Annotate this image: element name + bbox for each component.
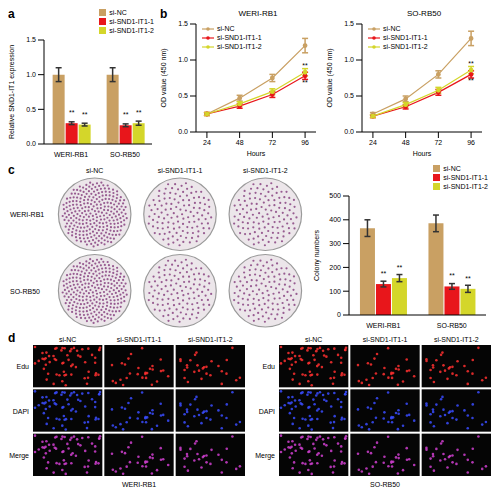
svg-text:**: **: [69, 109, 75, 116]
svg-text:**: **: [468, 60, 474, 67]
html-text:si-NC: si-NC: [109, 9, 127, 16]
svg-text:Edu: Edu: [17, 363, 30, 370]
svg-text:0.5: 0.5: [26, 106, 36, 113]
html-text:si-NC: si-NC: [443, 165, 461, 172]
svg-text:si-SND1-IT1-1: si-SND1-IT1-1: [363, 336, 408, 343]
svg-text:si-NC: si-NC: [59, 336, 77, 343]
html-text:SO-RB50: SO-RB50: [406, 9, 442, 18]
html-text:WERI-RB1: WERI-RB1: [238, 9, 278, 18]
svg-text:SO-RB50: SO-RB50: [10, 288, 40, 295]
svg-text:**: **: [381, 270, 387, 277]
svg-text:24: 24: [203, 139, 211, 146]
svg-text:200: 200: [329, 264, 341, 271]
svg-text:**: **: [302, 62, 308, 69]
svg-text:Merge: Merge: [255, 452, 275, 460]
svg-text:WERI-RB1: WERI-RB1: [54, 151, 88, 158]
html-text:si-SND1-IT1-1: si-SND1-IT1-1: [217, 34, 262, 41]
svg-text:Colony numbers: Colony numbers: [313, 230, 321, 281]
svg-text:si-NC: si-NC: [86, 167, 104, 174]
svg-text:WERI-RB1: WERI-RB1: [122, 481, 156, 488]
svg-text:96: 96: [467, 139, 475, 146]
svg-text:48: 48: [402, 139, 410, 146]
svg-text:1.5: 1.5: [344, 20, 354, 27]
svg-text:72: 72: [268, 139, 276, 146]
html-text:c: c: [8, 163, 15, 177]
svg-text:si-SND1-IT1-1: si-SND1-IT1-1: [117, 336, 162, 343]
svg-text:300: 300: [329, 240, 341, 247]
svg-text:si-SND1-IT1-2: si-SND1-IT1-2: [243, 167, 288, 174]
svg-text:si-SND1-IT1-2: si-SND1-IT1-2: [188, 336, 233, 343]
svg-text:1.0: 1.0: [178, 56, 188, 63]
html-text:si-SND1-IT1-2: si-SND1-IT1-2: [217, 43, 262, 50]
svg-text:48: 48: [236, 139, 244, 146]
svg-text:**: **: [302, 79, 308, 86]
svg-text:**: **: [449, 272, 455, 279]
svg-text:DAPI: DAPI: [259, 408, 275, 415]
svg-text:500: 500: [329, 192, 341, 199]
svg-text:DAPI: DAPI: [13, 408, 29, 415]
svg-text:0.0: 0.0: [344, 128, 354, 135]
svg-text:Hours: Hours: [247, 150, 266, 157]
svg-text:**: **: [123, 111, 129, 118]
svg-text:100: 100: [329, 288, 341, 295]
svg-text:WERI-RB1: WERI-RB1: [366, 322, 400, 329]
svg-text:**: **: [82, 111, 88, 118]
html-text:si-SND1-IT1-1: si-SND1-IT1-1: [109, 18, 154, 25]
svg-text:OD value (450 nm): OD value (450 nm): [326, 48, 334, 107]
svg-text:400: 400: [329, 216, 341, 223]
html-text:b: b: [160, 7, 168, 21]
html-text:si-SND1-IT1-2: si-SND1-IT1-2: [109, 27, 154, 34]
svg-text:Relative SND1-IT1 expression: Relative SND1-IT1 expression: [8, 45, 16, 139]
svg-text:0.0: 0.0: [26, 140, 36, 147]
svg-text:0.5: 0.5: [178, 92, 188, 99]
svg-text:si-SND1-IT1-1: si-SND1-IT1-1: [158, 167, 203, 174]
svg-text:72: 72: [434, 139, 442, 146]
html-text:si-NC: si-NC: [217, 25, 235, 32]
svg-text:SO-RB50: SO-RB50: [110, 151, 140, 158]
svg-text:Hours: Hours: [413, 150, 432, 157]
svg-text:0.0: 0.0: [178, 128, 188, 135]
svg-text:0.5: 0.5: [344, 92, 354, 99]
svg-text:Edu: Edu: [263, 363, 276, 370]
svg-text:24: 24: [369, 139, 377, 146]
svg-text:si-SND1-IT1-2: si-SND1-IT1-2: [434, 336, 479, 343]
html-text:si-SND1-IT1-1: si-SND1-IT1-1: [383, 34, 428, 41]
svg-text:si-NC: si-NC: [305, 336, 323, 343]
html-text:a: a: [8, 7, 15, 21]
svg-text:**: **: [136, 109, 142, 116]
svg-text:OD value (450 nm): OD value (450 nm): [160, 48, 168, 107]
html-text:si-NC: si-NC: [383, 25, 401, 32]
svg-text:1.5: 1.5: [178, 20, 188, 27]
svg-text:**: **: [397, 264, 403, 271]
svg-text:Merge: Merge: [9, 452, 29, 460]
svg-text:**: **: [465, 275, 471, 282]
html-text:si-SND1-IT1-2: si-SND1-IT1-2: [383, 43, 428, 50]
svg-text:96: 96: [301, 139, 309, 146]
svg-text:SO-RB50: SO-RB50: [437, 322, 467, 329]
html-text:d: d: [8, 331, 16, 345]
html-text:si-SND1-IT1-1: si-SND1-IT1-1: [443, 174, 488, 181]
svg-text:WERI-RB1: WERI-RB1: [10, 211, 44, 218]
svg-text:1.0: 1.0: [344, 56, 354, 63]
html-text:si-SND1-IT1-2: si-SND1-IT1-2: [443, 183, 488, 190]
svg-text:0: 0: [337, 311, 341, 318]
svg-text:**: **: [468, 77, 474, 84]
svg-text:1.0: 1.0: [26, 71, 36, 78]
svg-text:SO-RB50: SO-RB50: [370, 481, 400, 488]
svg-text:1.5: 1.5: [26, 36, 36, 43]
